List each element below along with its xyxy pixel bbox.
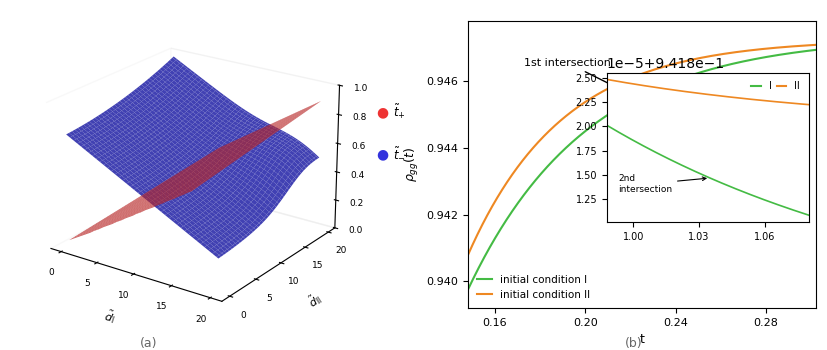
- Line: initial condition I: initial condition I: [461, 50, 815, 304]
- Line: initial condition II: initial condition II: [461, 45, 815, 271]
- Text: $\tilde{t}_{+}$: $\tilde{t}_{+}$: [393, 103, 405, 121]
- X-axis label: t: t: [638, 333, 643, 346]
- initial condition II: [734, 49, 744, 54]
- initial condition II: [810, 43, 820, 47]
- initial condition I: [810, 48, 820, 52]
- initial condition II: [799, 43, 809, 48]
- initial condition II: [628, 75, 638, 79]
- Text: (a): (a): [140, 336, 158, 350]
- initial condition I: [800, 49, 810, 53]
- initial condition I: [474, 265, 484, 269]
- initial condition II: [474, 229, 484, 233]
- Text: $\tilde{t}_{-}$: $\tilde{t}_{-}$: [393, 147, 405, 161]
- X-axis label: $\tilde{d}_{\mathrm{I}}$: $\tilde{d}_{\mathrm{I}}$: [102, 307, 117, 326]
- initial condition II: [800, 43, 810, 48]
- initial condition II: [456, 269, 466, 273]
- Text: ●: ●: [376, 147, 389, 161]
- Text: 1st intersection: 1st intersection: [523, 58, 633, 96]
- initial condition I: [799, 49, 809, 53]
- initial condition I: [456, 302, 466, 307]
- initial condition II: [619, 79, 629, 83]
- initial condition I: [619, 103, 629, 107]
- Text: (b): (b): [624, 336, 642, 350]
- Legend: initial condition I, initial condition II: initial condition I, initial condition I…: [476, 275, 590, 300]
- Text: ●: ●: [376, 105, 389, 119]
- initial condition I: [734, 60, 744, 64]
- Y-axis label: $\rho_{gg}(t)$: $\rho_{gg}(t)$: [402, 147, 420, 182]
- Y-axis label: $\tilde{d}_{\mathrm{II}}$: $\tilde{d}_{\mathrm{II}}$: [304, 289, 324, 311]
- initial condition I: [628, 98, 638, 102]
